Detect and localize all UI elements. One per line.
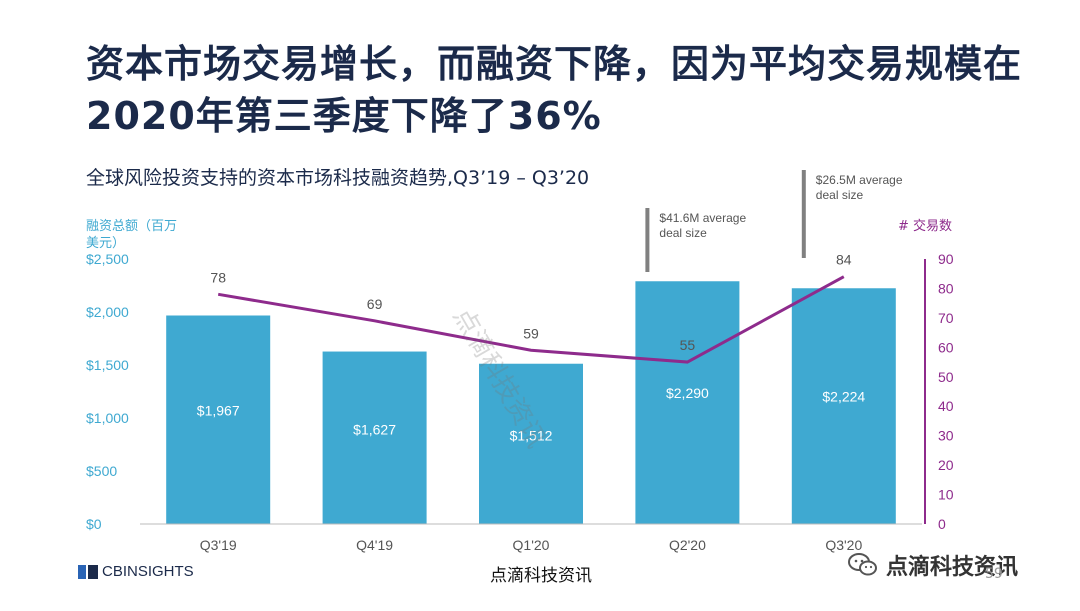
annotation-text: deal size xyxy=(816,188,864,202)
y-tick-right: 20 xyxy=(938,457,954,473)
wechat-icon xyxy=(848,553,877,576)
y-tick-right: 50 xyxy=(938,369,954,385)
bar-value-label: $1,512 xyxy=(510,428,553,444)
bar xyxy=(322,351,427,524)
line-series-deals xyxy=(217,275,845,364)
bar-value-label: $1,967 xyxy=(197,403,240,419)
y-axis-left-label-line1: 融资总额（百万 xyxy=(86,219,177,234)
y-tick-left: $1,500 xyxy=(86,357,129,373)
y-tick-left: $500 xyxy=(86,463,117,479)
chart-subtitle: 全球风险投资支持的资本市场科技融资趋势,Q3’19 – Q3’20 xyxy=(86,167,590,189)
cbinsights-logo-icon xyxy=(78,564,98,579)
y-tick-right: 0 xyxy=(938,516,946,532)
y-tick-left: $0 xyxy=(86,516,102,532)
annotation-text: $41.6M average xyxy=(659,211,746,225)
page-title: 资本市场交易增长，而融资下降，因为平均交易规模在2020年第三季度下降了36% xyxy=(86,42,1023,138)
line-value-label: 55 xyxy=(680,337,696,353)
line-value-label: 84 xyxy=(836,252,852,268)
annotation-text: $26.5M average xyxy=(816,173,903,187)
x-tick-label: Q3'20 xyxy=(825,537,862,553)
y-tick-right: 80 xyxy=(938,280,954,296)
bar xyxy=(166,315,271,524)
page-number: 59 xyxy=(985,566,1003,582)
wechat-badge: 点滴科技资讯 xyxy=(848,549,1018,581)
line-value-label: 69 xyxy=(367,296,383,312)
bar-value-label: $1,627 xyxy=(353,421,396,437)
x-tick-label: Q1'20 xyxy=(513,537,550,553)
x-tick-label: Q3'19 xyxy=(200,537,237,553)
y-tick-left: $2,500 xyxy=(86,251,129,267)
line-value-label: 59 xyxy=(523,325,539,341)
footer-source-text: 点滴科技资讯 xyxy=(490,566,592,586)
bar-value-label: $2,290 xyxy=(666,385,709,401)
y-tick-right: 10 xyxy=(938,487,954,503)
bar-value-label: $2,224 xyxy=(822,388,865,404)
y-tick-left: $1,000 xyxy=(86,410,129,426)
line-value-label: 78 xyxy=(210,269,226,285)
y-tick-right: 40 xyxy=(938,398,954,414)
wechat-account-name: 点滴科技资讯 xyxy=(886,555,1019,580)
annotation-text: deal size xyxy=(659,226,707,240)
bar xyxy=(791,288,896,524)
cbinsights-logo: CBINSIGHTS xyxy=(78,563,194,580)
y-axis-right-label: # 交易数 xyxy=(898,218,952,234)
logo-text: CBINSIGHTS xyxy=(102,563,194,580)
y-tick-right: 60 xyxy=(938,339,954,355)
bar xyxy=(479,363,583,524)
x-tick-label: Q2'20 xyxy=(669,537,706,553)
y-axis-left-label-line2: 美元） xyxy=(86,236,125,251)
y-tick-right: 30 xyxy=(938,428,954,444)
y-tick-right: 90 xyxy=(938,251,954,267)
y-tick-right: 70 xyxy=(938,310,954,326)
x-tick-label: Q4'19 xyxy=(356,537,393,553)
bar xyxy=(635,281,740,524)
y-tick-left: $2,000 xyxy=(86,304,129,320)
